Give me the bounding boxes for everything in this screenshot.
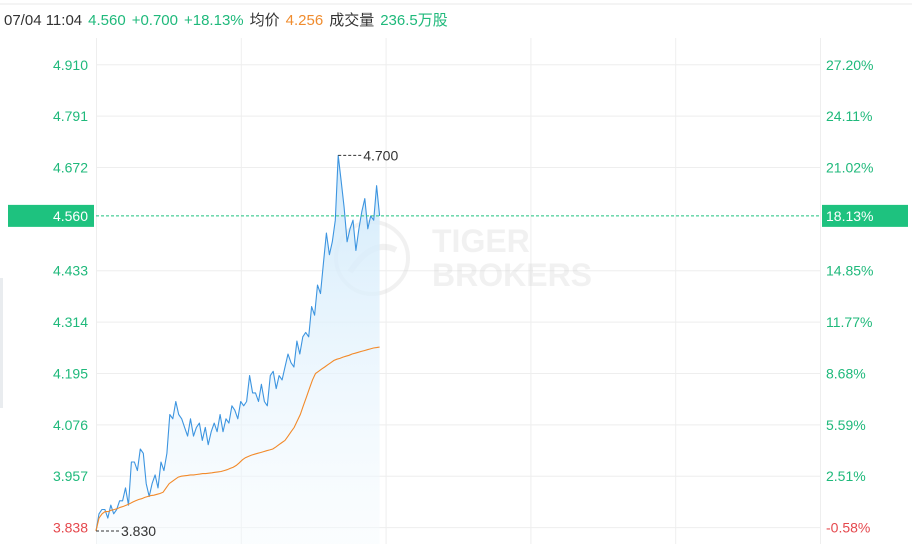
y-tick-left: 3.957 xyxy=(53,468,88,484)
y-tick-right: 8.68% xyxy=(826,365,866,381)
quote-change-pct: +18.13% xyxy=(183,12,244,29)
y-tick-left: 4.314 xyxy=(53,314,88,330)
y-tick-left: 4.910 xyxy=(53,57,88,73)
y-tick-right: 5.59% xyxy=(826,417,866,433)
watermark-line2: BROKERS xyxy=(432,257,592,293)
axis-labels: 4.910 27.20% 4.791 24.11% 4.672 21.02% 4.433 14… xyxy=(8,57,908,539)
left-scroll-edge xyxy=(0,278,3,408)
price-line xyxy=(95,154,381,532)
y-tick-left: 4.791 xyxy=(53,108,88,124)
y-tick-right: 14.85% xyxy=(826,263,873,279)
current-pct-badge xyxy=(822,204,908,227)
low-label: 3.830 xyxy=(121,523,156,539)
y-tick-right: 27.20% xyxy=(826,57,873,73)
y-tick-right: -0.58% xyxy=(826,520,870,536)
current-price-badge xyxy=(8,204,94,227)
avg-price-value: 4.256 xyxy=(285,12,324,29)
y-tick-left: 4.195 xyxy=(53,365,88,381)
y-tick-right: 11.77% xyxy=(826,314,872,330)
price-area xyxy=(96,155,380,544)
high-label: 4.700 xyxy=(363,147,398,163)
y-tick-left: 4.076 xyxy=(53,417,88,433)
quote-header: 07/04 11:04 4.560 +0.700 +18.13% 均价 4.256 成交量 2… xyxy=(4,9,454,31)
plot-area xyxy=(95,154,820,544)
watermark-line1: TIGER xyxy=(432,223,530,259)
y-tick-right: 2.51% xyxy=(826,468,866,484)
avg-price-label: 均价 xyxy=(249,12,280,29)
volume-label: 成交量 xyxy=(329,12,375,29)
quote-price: 4.560 xyxy=(88,12,126,29)
volume-value: 236.5万股 xyxy=(380,12,448,29)
y-tick-left: 4.433 xyxy=(53,263,88,279)
current-price-label: 4.560 xyxy=(53,208,88,224)
y-tick-right: 21.02% xyxy=(826,160,873,176)
quote-change: +0.700 xyxy=(131,12,178,29)
y-tick-left: 4.672 xyxy=(53,160,88,176)
y-tick-left: 3.838 xyxy=(53,520,88,536)
current-pct-label: 18.13% xyxy=(826,208,873,224)
avg-price-line xyxy=(95,346,380,532)
y-tick-right: 24.11% xyxy=(826,108,872,124)
quote-datetime: 07/04 11:04 xyxy=(4,12,83,29)
